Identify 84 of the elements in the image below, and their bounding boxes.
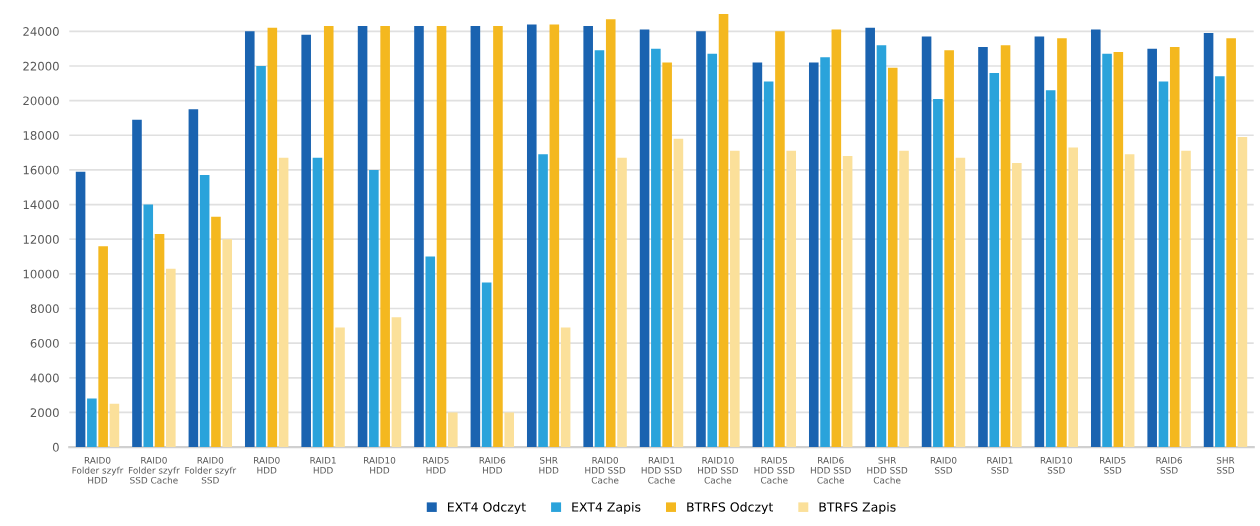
bar xyxy=(143,204,154,448)
bar xyxy=(335,327,345,448)
bar xyxy=(1158,81,1169,448)
bar xyxy=(1090,29,1101,448)
bar xyxy=(1000,45,1011,448)
bar xyxy=(583,26,593,448)
bar xyxy=(1169,46,1180,448)
bar xyxy=(876,45,887,448)
bar xyxy=(673,138,684,448)
bar xyxy=(526,24,537,448)
bar xyxy=(188,109,199,448)
bar xyxy=(1057,38,1067,448)
bar xyxy=(1215,76,1225,448)
bar xyxy=(504,412,515,448)
bar xyxy=(820,57,830,448)
bar xyxy=(1124,154,1135,448)
bar xyxy=(267,27,278,448)
bar xyxy=(978,46,988,448)
bar xyxy=(493,26,503,448)
bar xyxy=(98,246,108,448)
bar xyxy=(549,24,560,448)
bar xyxy=(1147,48,1157,448)
bar xyxy=(752,62,763,448)
bar xyxy=(154,234,165,448)
bar xyxy=(763,81,774,448)
bar xyxy=(132,119,142,448)
bar xyxy=(278,157,289,448)
bar xyxy=(222,239,233,448)
bar xyxy=(436,26,447,448)
bar xyxy=(1034,36,1045,448)
bar xyxy=(323,26,334,448)
bar xyxy=(391,317,402,448)
bar xyxy=(470,26,481,448)
bar xyxy=(481,282,492,448)
bar xyxy=(448,412,458,448)
bar xyxy=(955,157,966,448)
bar xyxy=(87,398,97,448)
bar xyxy=(786,150,797,448)
bar xyxy=(75,171,86,448)
bar xyxy=(696,31,706,448)
bar xyxy=(1181,150,1191,448)
bar xyxy=(775,31,785,448)
bar xyxy=(244,31,255,448)
bar xyxy=(312,157,323,448)
bar xyxy=(425,256,436,448)
bar xyxy=(1237,136,1248,448)
bar xyxy=(921,36,932,448)
bar xyxy=(617,157,627,448)
bar xyxy=(211,216,221,448)
bar xyxy=(842,156,853,448)
bar xyxy=(301,34,311,448)
bar xyxy=(256,65,266,448)
bar xyxy=(1102,53,1112,448)
bar xyxy=(1045,90,1056,448)
bar xyxy=(1203,33,1214,448)
bar xyxy=(707,53,718,448)
bar xyxy=(538,154,548,448)
bar xyxy=(865,27,875,448)
bar xyxy=(887,67,898,448)
bar xyxy=(594,50,605,448)
bar xyxy=(718,13,729,448)
bar xyxy=(1012,162,1022,448)
bar xyxy=(109,403,120,448)
bar xyxy=(651,48,661,448)
bar xyxy=(944,50,954,448)
bar xyxy=(1068,147,1079,448)
bar xyxy=(380,26,390,448)
bar xyxy=(933,98,943,448)
bar xyxy=(831,29,842,448)
bar xyxy=(808,62,819,448)
bar xyxy=(899,150,909,448)
bar xyxy=(639,29,650,448)
bar xyxy=(357,26,368,448)
bar xyxy=(662,62,672,448)
bar xyxy=(560,327,571,448)
bar xyxy=(605,19,616,448)
bar xyxy=(369,169,379,448)
bar xyxy=(989,72,1000,448)
bar xyxy=(414,26,424,448)
bar xyxy=(199,175,210,448)
bar xyxy=(1226,38,1236,448)
bar xyxy=(730,150,740,448)
bar xyxy=(166,268,176,448)
bar xyxy=(1113,52,1124,448)
